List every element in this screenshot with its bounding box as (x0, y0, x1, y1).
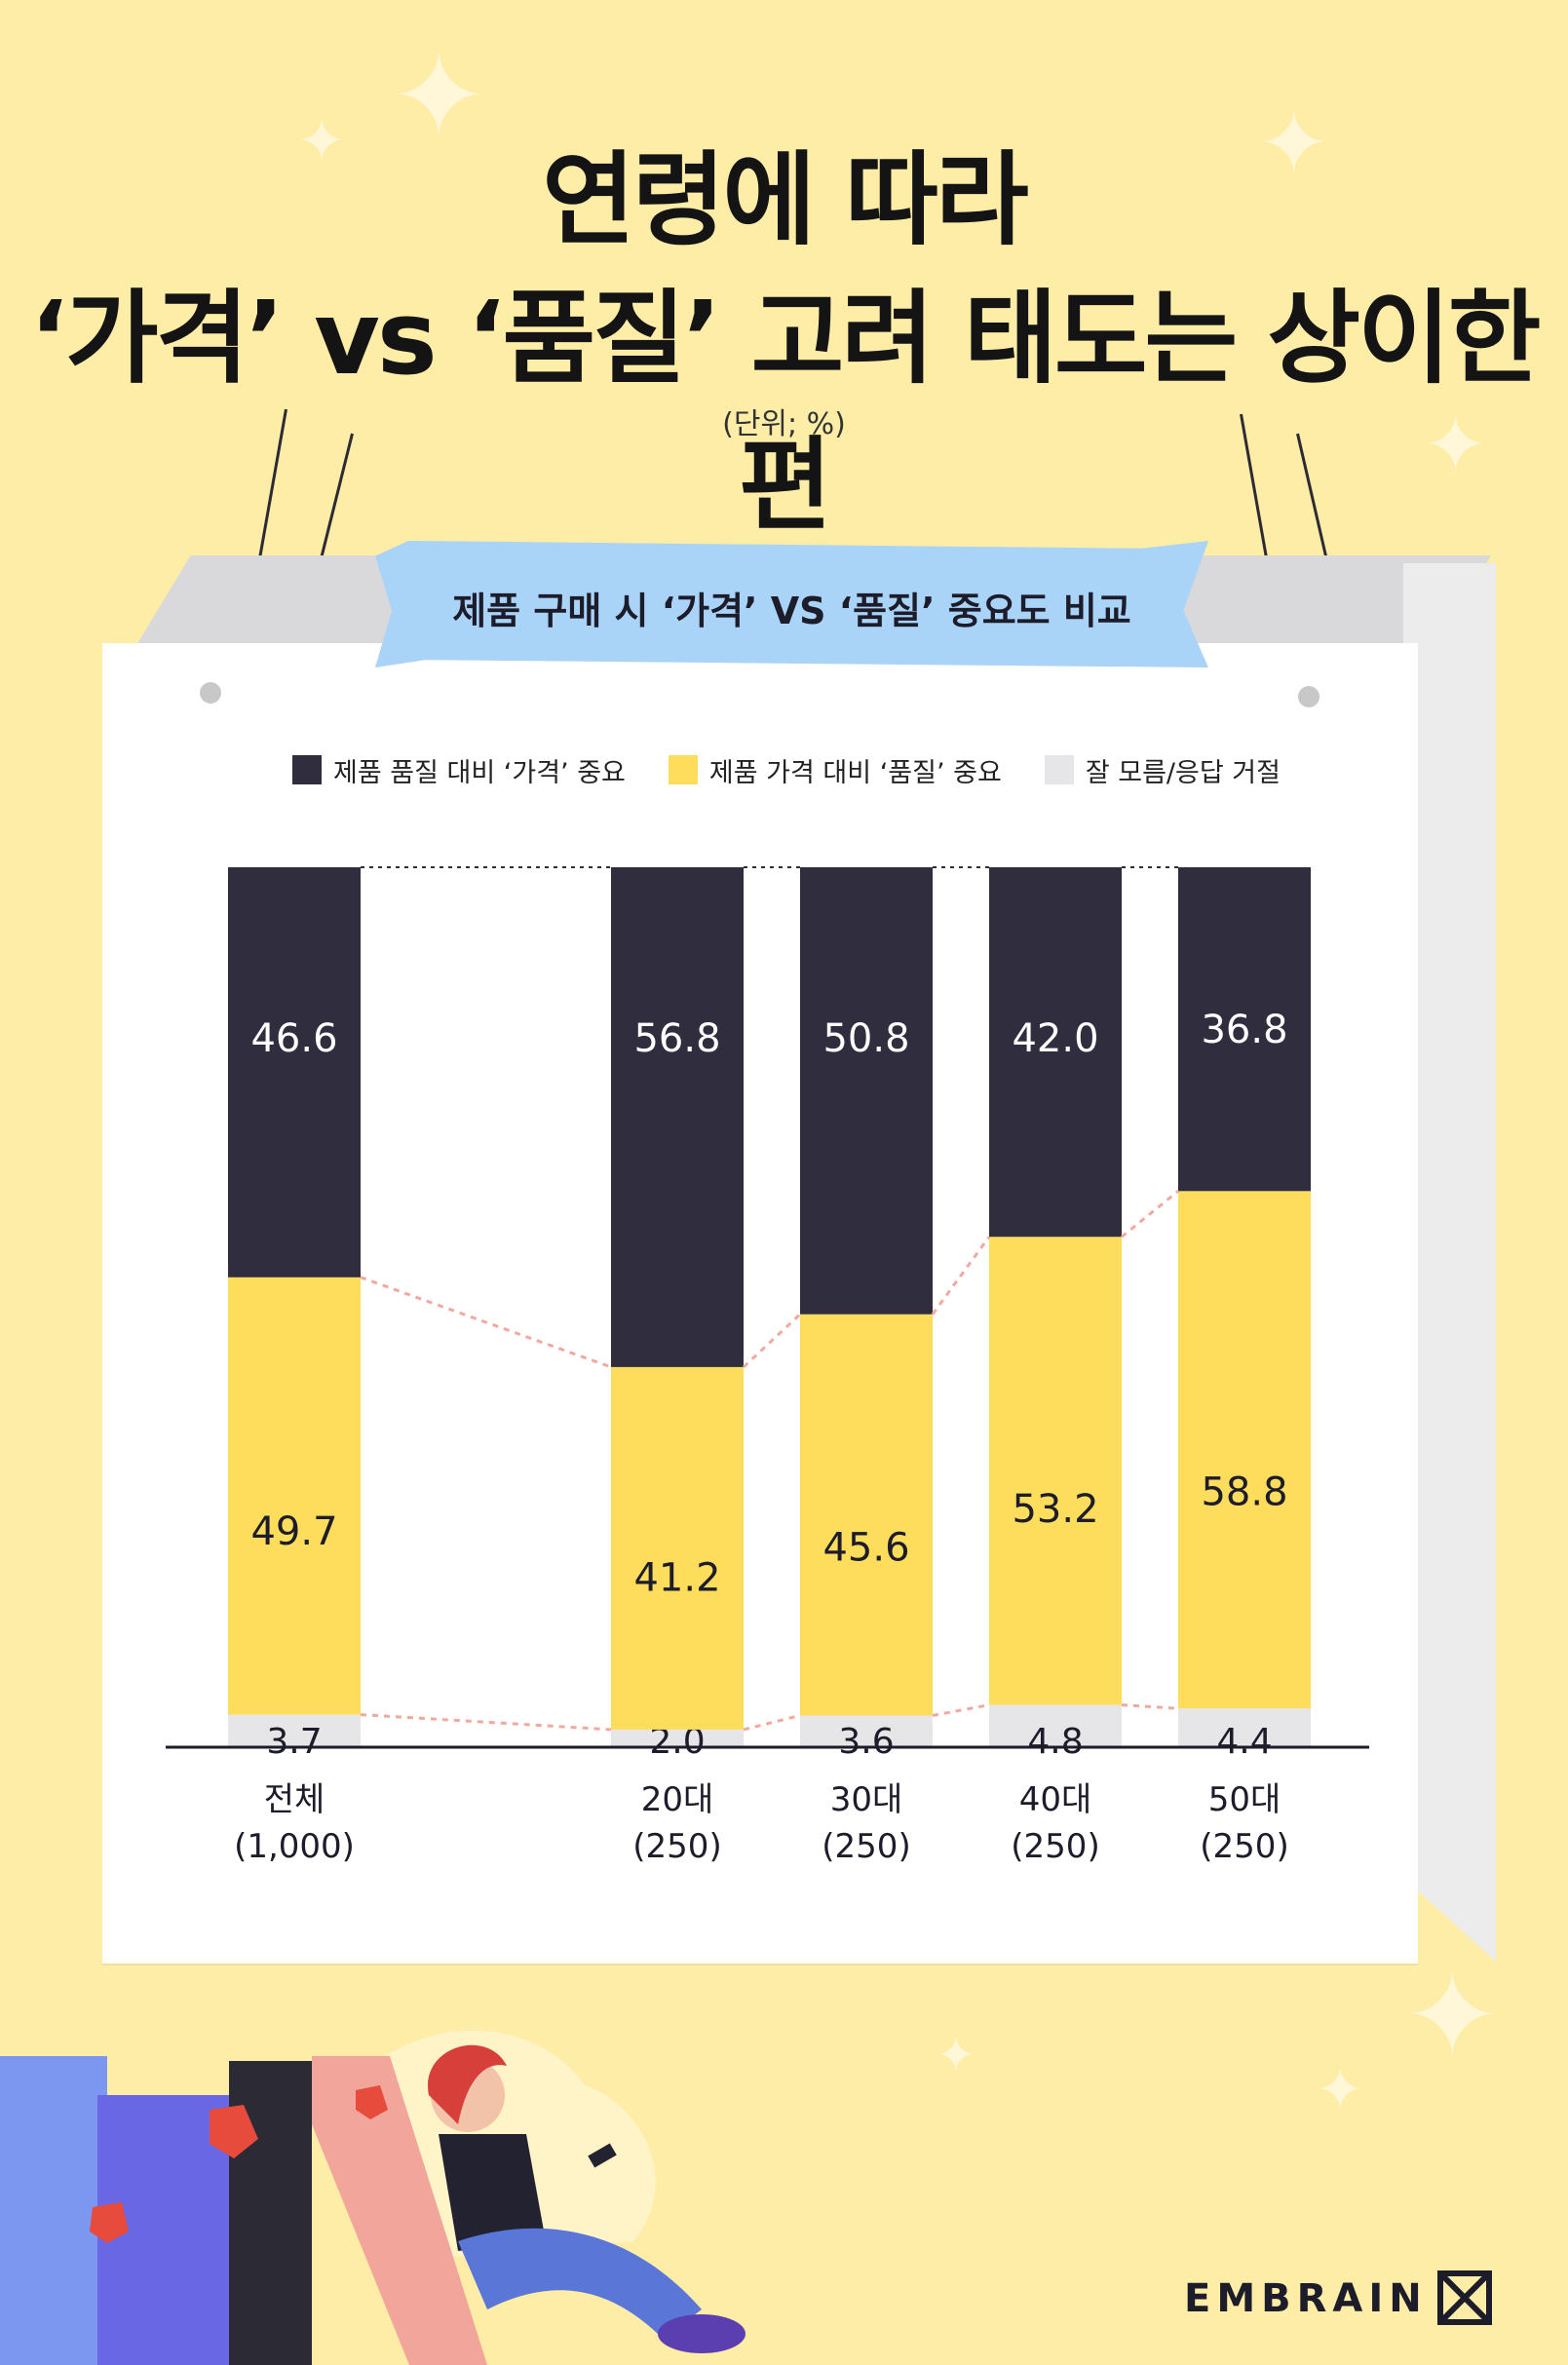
sparkle-icon: ✦ (297, 107, 347, 175)
legend-label-dont-know: 잘 모름/응답 거절 (1085, 757, 1281, 788)
sparkle-icon: ✦ (390, 29, 488, 165)
sparkle-icon: ✦ (936, 2027, 976, 2083)
bar-segment-2-3 (989, 867, 1122, 1238)
category-sublabel-3: (250) (1011, 1827, 1099, 1866)
bar-segment-0-2 (800, 1715, 933, 1747)
value-label-0-4: 4.4 (1216, 1722, 1272, 1762)
value-label-0-0: 3.7 (266, 1722, 322, 1762)
connector-dont-know-0 (360, 1713, 612, 1732)
bar-segment-1-2 (800, 1314, 933, 1716)
connector-quality-1 (742, 1313, 802, 1369)
shopping-illustration (0, 2030, 746, 2365)
connector-quality-0 (360, 1276, 612, 1369)
connector-dont-know-3 (1121, 1703, 1179, 1710)
price-tag-icon (90, 2202, 129, 2243)
category-label-4: 50대 (1208, 1780, 1281, 1819)
bag-pink-icon (312, 2056, 487, 2365)
bar-segment-0-4 (1178, 1708, 1311, 1747)
page-title-line1: 연령에 따라 (542, 140, 1029, 259)
price-tag-icon (210, 2105, 258, 2158)
bar-segment-0-3 (989, 1704, 1122, 1747)
unit-label: (단위; %) (722, 407, 846, 441)
legend-label-price: 제품 품질 대비 ‘가격’ 중요 (333, 757, 626, 788)
value-label-2-4: 36.8 (1201, 1008, 1287, 1052)
person-shoe (658, 2314, 746, 2353)
person-body (439, 2134, 546, 2251)
legend-swatch-dont-know (1044, 755, 1074, 784)
category-label-3: 40대 (1019, 1780, 1092, 1819)
bag-blue-icon (0, 2056, 107, 2365)
brand-logo: EMBRAIN (1184, 2276, 1428, 2321)
category-label-2: 30대 (830, 1780, 903, 1819)
bag-ring (1298, 686, 1319, 707)
legend-item-quality: 제품 가격 대비 ‘품질’ 중요 (668, 750, 1002, 789)
bar-segment-1-4 (1178, 1191, 1311, 1709)
legend-label-quality: 제품 가격 대비 ‘품질’ 중요 (708, 757, 1002, 788)
bar-segment-0-0 (228, 1714, 361, 1747)
legend-item-price: 제품 품질 대비 ‘가격’ 중요 (292, 750, 626, 789)
bar-segment-0-1 (611, 1729, 744, 1747)
sparkle-icon: ✦ (1403, 1949, 1502, 2084)
page-title-line2: ‘가격’ vs ‘품질’ 고려 태도는 상이한 편 (29, 279, 1542, 545)
value-label-2-0: 46.6 (250, 1016, 337, 1061)
category-sublabel-4: (250) (1200, 1827, 1288, 1866)
value-label-1-3: 53.2 (1012, 1487, 1098, 1532)
connector-dont-know-2 (932, 1703, 990, 1717)
connector-dont-know-1 (743, 1714, 801, 1732)
bag-ring (200, 682, 221, 704)
chart-subtitle: 제품 구매 시 ‘가격’ VS ‘품질’ 중요도 비교 (452, 590, 1131, 632)
legend-item-dont-know: 잘 모름/응답 거절 (1044, 750, 1281, 789)
price-tag-icon (356, 2085, 388, 2119)
legend-swatch-price (292, 755, 322, 784)
bar-segment-1-0 (228, 1277, 361, 1715)
legend-swatch-quality (668, 755, 698, 784)
category-sublabel-0: (1,000) (234, 1827, 355, 1866)
category-sublabel-1: (250) (632, 1827, 721, 1866)
value-label-2-3: 42.0 (1012, 1016, 1098, 1061)
connector-quality-3 (1121, 1190, 1179, 1239)
sparkle-icon: ✦ (1257, 93, 1331, 195)
bar-segment-2-4 (1178, 867, 1311, 1192)
value-label-0-2: 3.6 (838, 1722, 894, 1762)
person-legs (458, 2228, 702, 2339)
sparkle-icon: ✦ (1423, 400, 1489, 490)
category-sublabel-2: (250) (822, 1827, 910, 1866)
brand-logo-icon (1437, 2270, 1492, 2325)
value-label-2-1: 56.8 (633, 1016, 720, 1061)
legend: 제품 품질 대비 ‘가격’ 중요 제품 가격 대비 ‘품질’ 중요 잘 모름/응… (292, 750, 1323, 789)
value-label-0-3: 4.8 (1027, 1722, 1083, 1762)
bar-segment-1-3 (989, 1237, 1122, 1705)
value-label-1-0: 49.7 (250, 1509, 337, 1554)
value-label-1-4: 58.8 (1201, 1469, 1287, 1514)
bar-segment-2-2 (800, 867, 933, 1315)
category-label-0: 전체 (264, 1780, 325, 1819)
sparkle-icon: ✦ (1316, 2056, 1365, 2124)
bag-side (1403, 563, 1496, 1962)
value-label-2-2: 50.8 (822, 1016, 909, 1061)
connector-quality-2 (931, 1236, 991, 1316)
category-label-1: 20대 (641, 1780, 714, 1819)
bar-segment-2-0 (228, 867, 361, 1278)
bar-segment-2-1 (611, 867, 744, 1367)
value-label-1-2: 45.6 (822, 1526, 909, 1571)
person-hair (428, 2044, 507, 2124)
value-label-1-1: 41.2 (633, 1556, 720, 1601)
ribbon-banner (375, 541, 1208, 668)
phone-icon (588, 2143, 617, 2168)
bar-segment-1-1 (611, 1366, 744, 1730)
